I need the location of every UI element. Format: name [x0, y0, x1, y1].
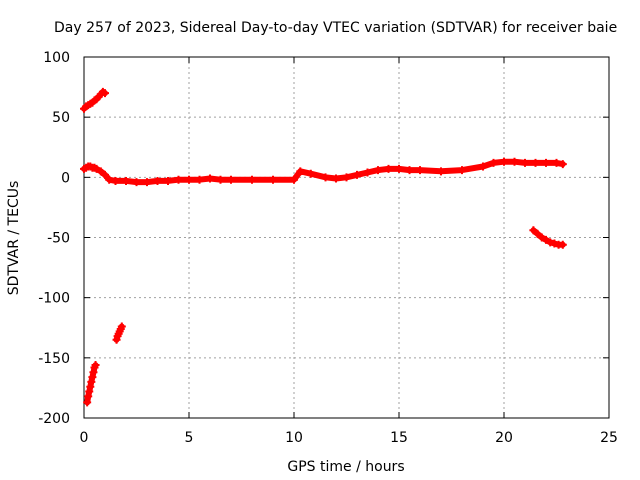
data-point	[395, 164, 403, 173]
data-point	[105, 175, 114, 184]
data-point	[306, 169, 315, 178]
data-point	[290, 175, 298, 184]
data-point	[542, 235, 550, 244]
data-point	[206, 174, 214, 183]
data-point	[96, 167, 105, 176]
grid	[84, 57, 609, 418]
x-tick-label: 25	[600, 430, 618, 446]
trace-main	[80, 157, 567, 187]
y-tick-label: 50	[52, 110, 70, 126]
data-point	[269, 175, 277, 184]
y-tick-label: -150	[38, 351, 70, 367]
data-point	[437, 167, 445, 176]
y-tick-label: 100	[43, 50, 70, 66]
data-point	[479, 162, 487, 171]
data-point	[342, 173, 351, 182]
trace-main-line	[81, 158, 566, 186]
x-tick-label: 10	[285, 430, 303, 446]
data-point	[111, 176, 120, 185]
data-point	[296, 167, 305, 176]
data-point	[542, 158, 550, 167]
x-tick-label: 0	[80, 430, 89, 446]
data-point	[321, 173, 330, 182]
data-point	[92, 164, 101, 173]
data-point	[458, 166, 466, 175]
data-point	[85, 387, 94, 396]
data-point	[216, 175, 225, 184]
y-tick-label: -200	[38, 411, 70, 427]
trace-start-positive	[80, 87, 109, 113]
y-tick-label: -50	[47, 231, 70, 247]
data-point	[489, 158, 498, 167]
data-point	[143, 178, 151, 187]
data-point	[510, 157, 519, 166]
data-point	[531, 158, 540, 167]
trace-start-negative	[83, 361, 100, 407]
data-point	[558, 240, 567, 249]
data-point	[529, 226, 538, 235]
data-point	[86, 382, 95, 391]
data-point	[500, 157, 508, 166]
data-point	[117, 322, 126, 331]
data-point	[153, 176, 162, 185]
data-point	[91, 361, 100, 370]
data-point	[521, 158, 529, 167]
data-point	[101, 89, 109, 98]
data-point	[363, 168, 372, 177]
trace-end-negative	[529, 226, 567, 249]
data-point	[384, 164, 393, 173]
data-point	[416, 166, 424, 175]
data-point	[405, 166, 414, 175]
data-point	[537, 233, 546, 242]
data-point	[174, 175, 183, 184]
data-point	[122, 176, 130, 185]
x-tick-label: 20	[495, 430, 513, 446]
y-axis-label: SDTVAR / TECUs	[6, 181, 22, 296]
data-point	[533, 229, 542, 238]
data-point	[88, 373, 97, 382]
data-point	[558, 160, 567, 169]
data-point	[353, 170, 361, 179]
data-point	[227, 175, 235, 184]
data-point	[164, 176, 172, 185]
data-point	[332, 174, 340, 183]
data-marks	[80, 87, 567, 407]
data-point	[552, 158, 561, 167]
x-tick-label: 15	[390, 430, 408, 446]
data-point	[101, 170, 109, 179]
data-point	[87, 377, 96, 386]
x-tick-label: 5	[185, 430, 194, 446]
data-point	[374, 166, 382, 175]
y-tick-label: 0	[61, 170, 70, 186]
data-point	[185, 175, 193, 184]
data-point	[84, 392, 93, 401]
x-axis-label: GPS time / hours	[287, 459, 404, 475]
data-point	[83, 398, 92, 407]
data-point	[248, 175, 256, 184]
data-point	[195, 175, 204, 184]
data-point	[550, 239, 559, 248]
chart-title: Day 257 of 2023, Sidereal Day-to-day VTE…	[54, 20, 617, 36]
data-point	[546, 238, 555, 247]
y-tick-label: -100	[38, 291, 70, 307]
data-point	[89, 368, 98, 377]
axis-ticks: 0 5 10 15 20 25 -200 -150 -100 -50 0 50 100	[38, 50, 618, 446]
data-point	[132, 178, 141, 187]
trace-near-2h	[112, 322, 126, 344]
